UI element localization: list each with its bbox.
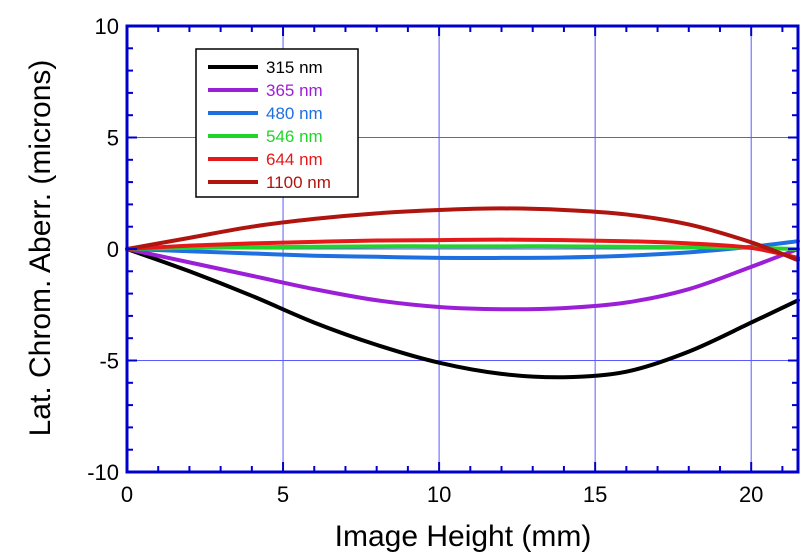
legend: 315 nm 365 nm 480 nm 546 nm 644 nm 1100 nm	[195, 48, 359, 198]
y-tick-label: 5	[107, 126, 119, 151]
legend-label: 1100 nm	[266, 173, 331, 192]
x-tick-label: 5	[277, 482, 289, 507]
legend-label: 546 nm	[266, 127, 323, 146]
x-tick-label: 10	[427, 482, 451, 507]
x-axis-label: Image Height (mm)	[335, 520, 592, 553]
series-line-546-nm	[125, 244, 800, 251]
series-line-644-nm	[125, 237, 800, 260]
tick-labels: 0 5 10 15 20 -10 -5 0 5 10	[87, 14, 763, 507]
y-tick-label: 10	[95, 14, 119, 39]
x-tick-label: 15	[583, 482, 607, 507]
x-tick-label: 0	[121, 482, 133, 507]
series-line-315-nm	[125, 247, 800, 380]
y-tick-label: -10	[87, 460, 119, 485]
y-axis-label: Lat. Chrom. Aberr. (microns)	[24, 60, 57, 437]
series-line-1100-nm	[125, 206, 800, 263]
legend-label: 644 nm	[266, 150, 323, 169]
y-tick-label: 0	[107, 237, 119, 262]
legend-box	[195, 48, 359, 198]
series-line-480-nm	[125, 239, 800, 261]
legend-label: 480 nm	[266, 104, 323, 123]
axis-ticks	[126, 25, 798, 473]
legend-label: 315 nm	[266, 58, 323, 77]
series-lines	[125, 206, 800, 380]
series-line-365-nm	[125, 247, 800, 312]
legend-label: 365 nm	[266, 81, 323, 100]
y-tick-label: -5	[99, 349, 119, 374]
x-tick-label: 20	[739, 482, 763, 507]
